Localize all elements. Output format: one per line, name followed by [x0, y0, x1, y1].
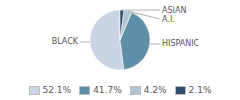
html-text:2.1%: 2.1% [188, 85, 212, 95]
html-text:4.2%: 4.2% [143, 85, 167, 95]
html-text:52.1%: 52.1% [42, 85, 72, 95]
svg-text:A.I.: A.I. [162, 15, 175, 24]
svg-text:ASIAN: ASIAN [162, 6, 186, 15]
svg-text:BLACK: BLACK [52, 37, 79, 46]
html-text:41.7%: 41.7% [93, 85, 122, 95]
svg-text:HISPANIC: HISPANIC [162, 39, 200, 48]
